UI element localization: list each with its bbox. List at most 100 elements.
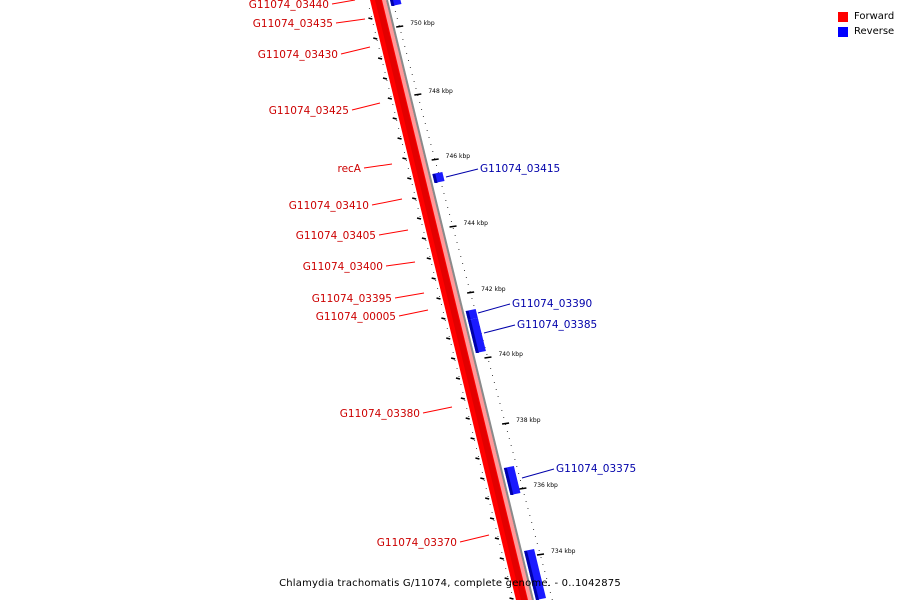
- minor-dot: [487, 496, 489, 497]
- ruler-dot: [503, 417, 505, 418]
- minor-dot: [380, 56, 382, 57]
- ruler-dot: [445, 200, 447, 201]
- ruler-tick: [449, 225, 457, 228]
- ruler-dot: [512, 452, 514, 453]
- ruler-tick: [467, 291, 475, 294]
- reverse-gene-leader: [483, 324, 516, 334]
- minor-dot: [407, 168, 409, 169]
- ruler-dot: [409, 67, 411, 68]
- ruler-tick-label: 736 kbp: [533, 482, 558, 489]
- minor-dot: [396, 120, 398, 121]
- minor-dot: [372, 24, 374, 25]
- ruler-dot: [434, 158, 436, 159]
- forward-gene-tick: [504, 577, 509, 580]
- minor-dot: [423, 232, 425, 233]
- minor-dot: [495, 528, 497, 529]
- ruler-dot: [437, 172, 439, 173]
- ruler-dot: [422, 116, 424, 117]
- minor-dot: [417, 208, 419, 209]
- forward-gene-leader: [394, 292, 425, 299]
- minor-dot: [386, 80, 388, 81]
- forward-gene-tick: [465, 417, 470, 420]
- ruler-dot: [518, 473, 520, 474]
- ruler-dot: [548, 585, 549, 586]
- ruler-dot: [452, 228, 454, 229]
- forward-gene-tick: [392, 117, 397, 120]
- ruler-dot: [508, 438, 510, 439]
- ruler-dot: [540, 557, 542, 558]
- minor-dot: [501, 552, 503, 553]
- ruler-tick: [519, 487, 527, 490]
- ruler-dot: [493, 382, 495, 383]
- minor-dot: [444, 320, 446, 321]
- ruler-dot: [505, 424, 507, 425]
- legend-label-forward: Forward: [854, 11, 895, 22]
- minor-dot: [479, 464, 481, 465]
- ruler-dot: [473, 305, 475, 306]
- forward-gene-tick: [426, 257, 431, 260]
- ruler-dot: [490, 368, 492, 369]
- forward-gene-label: G11074_03410: [289, 200, 369, 212]
- minor-dot: [464, 400, 466, 401]
- ruler-dot: [413, 81, 415, 82]
- forward-gene-label: G11074_03440: [249, 0, 329, 11]
- forward-gene-tick: [368, 17, 373, 20]
- forward-gene-tick: [416, 217, 422, 220]
- minor-dot: [390, 96, 392, 97]
- ruler-dot: [527, 508, 529, 509]
- ruler-dot: [436, 165, 437, 166]
- ruler-dot: [454, 235, 456, 236]
- reverse-gene-leader: [445, 168, 479, 178]
- forward-gene-leader: [351, 102, 381, 111]
- minor-dot: [509, 584, 511, 585]
- minor-dot: [370, 16, 372, 17]
- minor-dot: [485, 488, 487, 489]
- forward-gene-label: G11074_03380: [340, 408, 420, 420]
- ruler-dot: [506, 431, 508, 432]
- reverse-gene-leader: [477, 303, 511, 314]
- forward-gene-label: G11074_03425: [269, 105, 349, 117]
- ruler-dot: [523, 494, 525, 495]
- forward-gene-tick: [484, 497, 490, 500]
- forward-gene-label: recA: [337, 163, 361, 175]
- ruler-dot: [402, 39, 404, 40]
- forward-gene-tick: [377, 57, 383, 60]
- minor-dot: [429, 256, 431, 257]
- minor-dot: [462, 392, 464, 393]
- forward-gene-tick: [402, 157, 407, 160]
- ruler-tick-label: 738 kbp: [516, 417, 541, 424]
- ruler-dot: [542, 564, 544, 565]
- forward-gene-leader: [371, 198, 403, 206]
- ruler-dot: [488, 361, 490, 362]
- reverse-gene-shadow: [465, 311, 471, 320]
- ruler-tick: [536, 553, 545, 556]
- ruler-dot: [464, 270, 465, 271]
- ruler-dot: [398, 25, 400, 26]
- ruler-dot: [531, 522, 533, 523]
- minor-dot: [415, 200, 417, 201]
- forward-gene-tick: [421, 237, 427, 240]
- forward-gene-label: G11074_03430: [258, 49, 338, 61]
- forward-gene-tick: [499, 557, 504, 560]
- ruler-dot: [460, 256, 462, 257]
- minor-dot: [450, 344, 452, 345]
- ruler-dot: [536, 543, 538, 544]
- ruler-tick-label: 746 kbp: [446, 153, 471, 160]
- reverse-gene-shadow: [524, 551, 539, 600]
- forward-gene-tick: [470, 437, 475, 440]
- minor-dot: [497, 536, 499, 537]
- ruler-tick: [396, 25, 404, 28]
- minor-dot: [376, 40, 378, 41]
- ruler-dot: [426, 130, 428, 131]
- minor-dot: [405, 160, 407, 161]
- ruler-dot: [394, 11, 396, 12]
- ruler-dot: [404, 46, 406, 47]
- ruler-dot: [465, 277, 467, 278]
- backbone-line: [386, 0, 534, 600]
- ruler-dot: [525, 501, 527, 502]
- ruler-dot: [499, 403, 501, 404]
- minor-dot: [403, 152, 405, 153]
- ruler-tick-label: 750 kbp: [410, 20, 435, 27]
- minor-dot: [384, 72, 386, 73]
- minor-dot: [472, 432, 474, 433]
